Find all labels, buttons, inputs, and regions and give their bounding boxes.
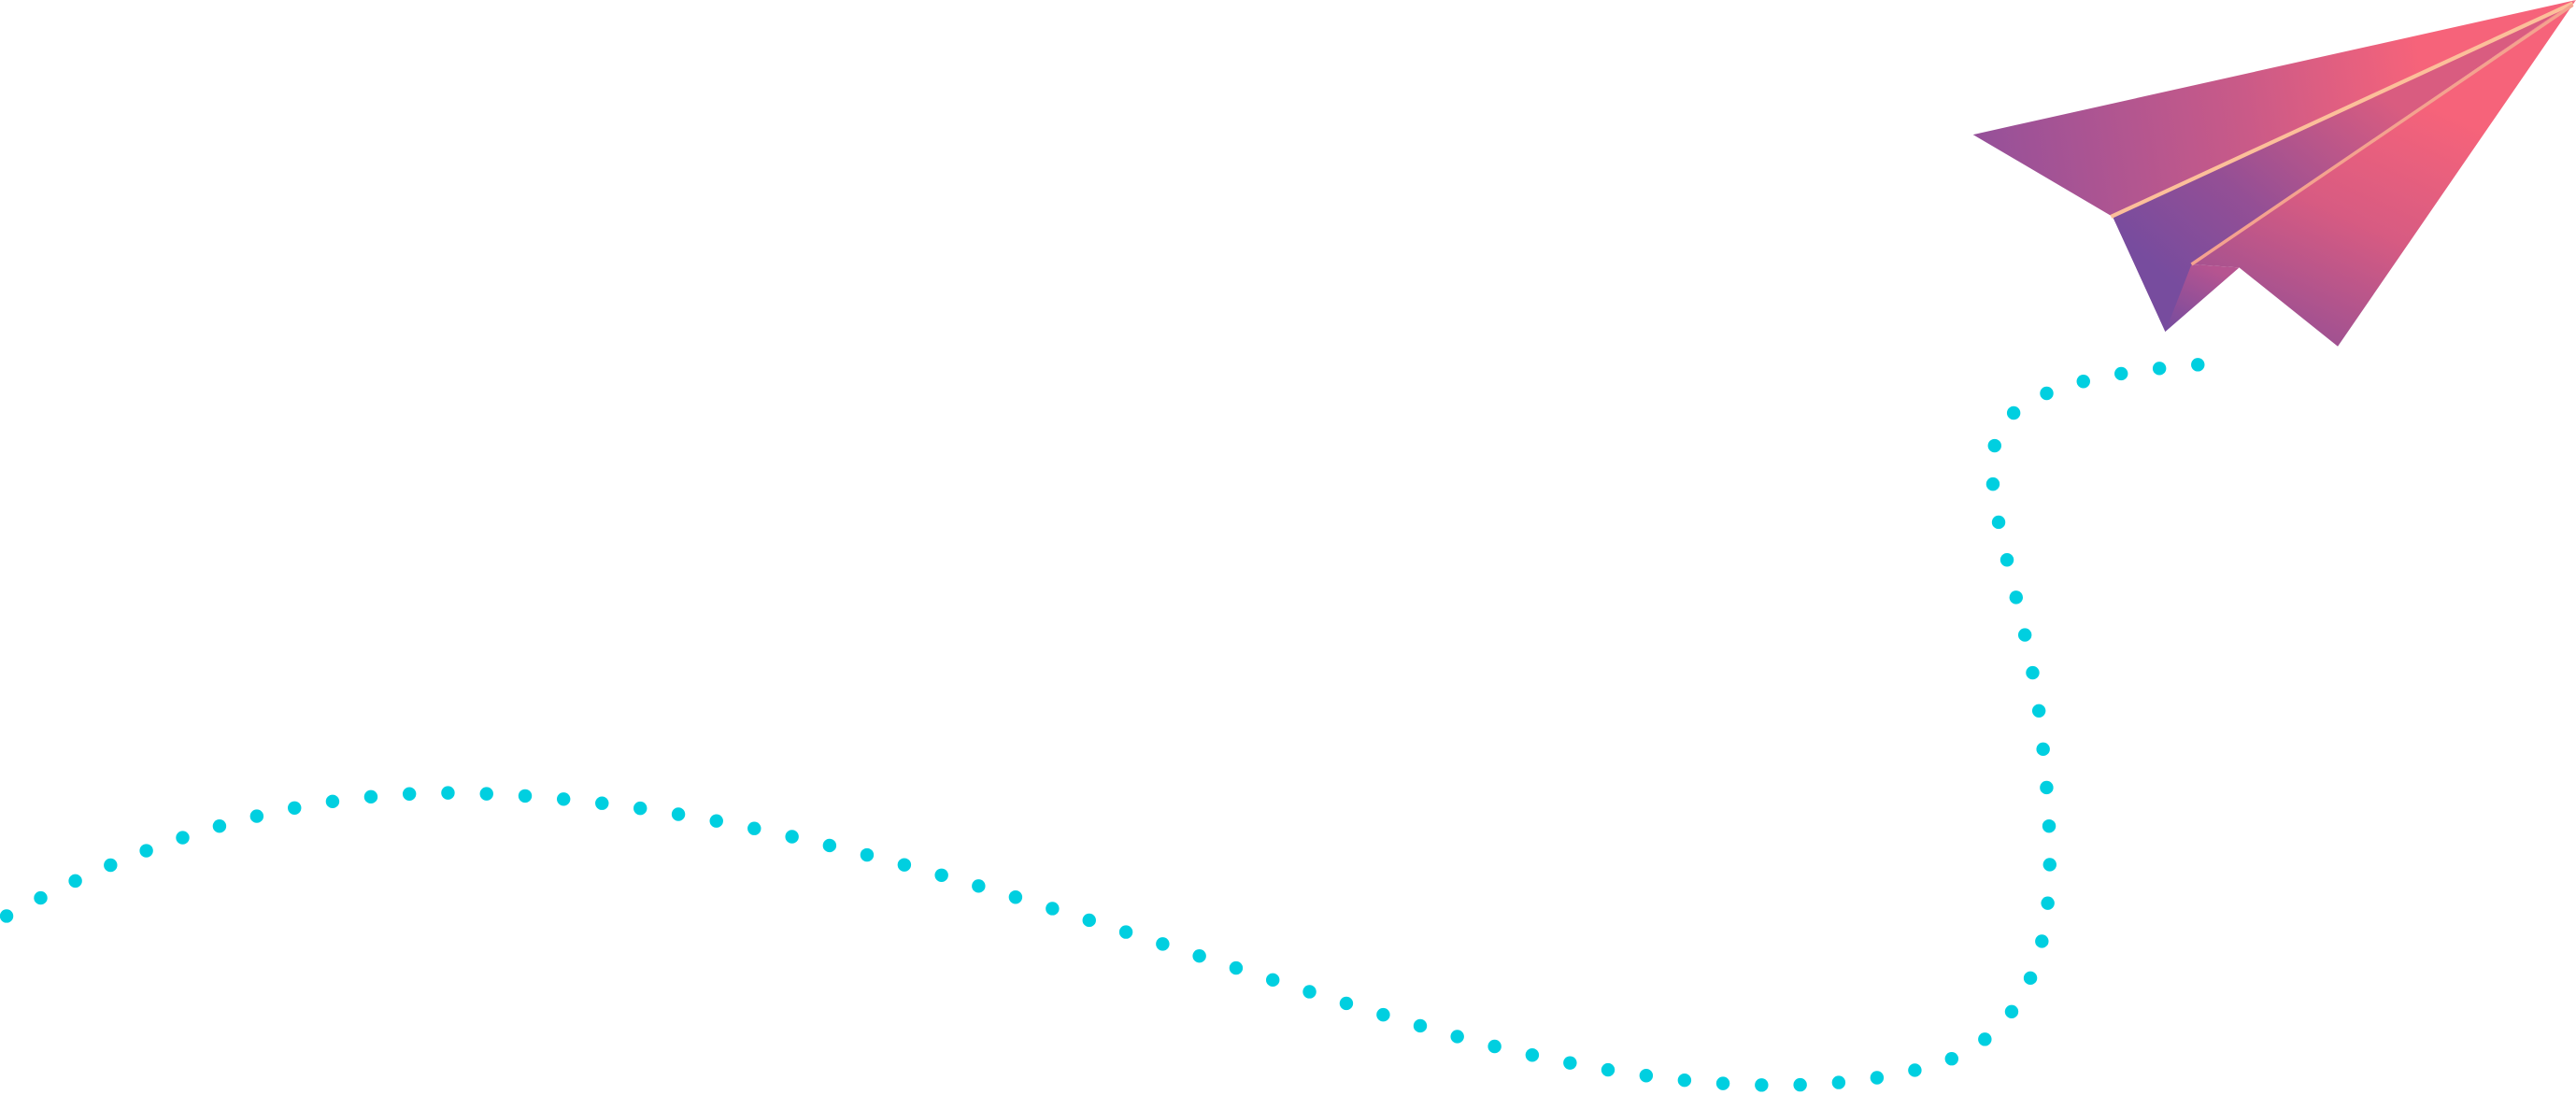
trail-dot	[1082, 913, 1096, 928]
trail-dot	[325, 794, 340, 809]
trail-dot	[176, 831, 190, 845]
trail-dot	[1118, 925, 1133, 939]
trail-dot	[860, 847, 875, 862]
trail-dot	[363, 789, 378, 804]
trail-dot	[2036, 742, 2050, 757]
trail-dot	[518, 789, 533, 803]
plane-right-wing	[2191, 0, 2576, 347]
trail-dot	[1677, 1073, 1692, 1088]
trail-dot	[2191, 358, 2205, 372]
plane-crease-inner	[2190, 3, 2574, 266]
trail-dot	[1870, 1071, 1885, 1085]
dotted-trail	[0, 358, 2205, 1092]
trail-dot	[1229, 960, 1244, 975]
trail-dot	[934, 868, 948, 882]
trail-dot	[2035, 934, 2049, 948]
trail-dot	[1944, 1052, 1959, 1066]
trail-dot	[2152, 362, 2167, 376]
trail-dot	[2023, 971, 2038, 986]
trail-dot	[1563, 1056, 1577, 1070]
trail-dot	[2042, 858, 2057, 872]
trail-dot	[1376, 1007, 1390, 1022]
trail-dot	[34, 890, 48, 905]
trail-dot	[556, 792, 571, 806]
trail-dot	[1413, 1018, 1428, 1033]
trail-dot	[972, 879, 986, 893]
trail-dot	[709, 814, 723, 828]
trail-dot	[104, 858, 118, 873]
trail-dot	[1339, 996, 1354, 1011]
flight-trail-path	[7, 363, 2219, 1085]
trail-dot	[2006, 405, 2021, 420]
trail-dot	[1987, 438, 2001, 453]
trail-dot	[1302, 985, 1316, 999]
trail-dot	[2017, 628, 2032, 642]
trail-dot	[1487, 1039, 1501, 1054]
trail-dot	[785, 830, 799, 844]
trail-dot	[2031, 704, 2046, 718]
trail-dot	[1450, 1030, 1464, 1044]
trail-dot	[1755, 1078, 1769, 1092]
trail-dot	[1991, 515, 2006, 530]
paper-plane-icon	[1972, 0, 2576, 347]
trail-dot	[402, 787, 417, 801]
plane-crease-main	[2110, 1, 2574, 219]
trail-dot	[822, 838, 837, 853]
trail-dot	[0, 909, 14, 923]
trail-dot	[1978, 1032, 1992, 1046]
trail-dot	[2076, 375, 2090, 389]
trail-dot	[139, 844, 153, 858]
trail-dot	[1908, 1063, 1922, 1077]
trail-dot	[1008, 890, 1023, 904]
trail-dot	[2026, 665, 2040, 680]
plane-left-wing	[1972, 0, 2576, 217]
trail-dot	[747, 821, 761, 835]
trail-dot	[2040, 386, 2054, 401]
plane-body-fold	[2113, 0, 2576, 332]
trail-dot	[68, 874, 82, 889]
trail-dot	[212, 819, 227, 833]
trail-dot	[249, 809, 264, 823]
trail-dot	[1639, 1069, 1654, 1083]
trail-dot	[1715, 1076, 1730, 1090]
trail-dot	[2000, 553, 2014, 567]
trail-dot	[1192, 949, 1206, 963]
trail-dot	[2009, 590, 2023, 604]
trail-dot	[671, 807, 686, 821]
trail-dot	[897, 858, 912, 872]
trail-dot	[1525, 1048, 1540, 1062]
trail-dot	[1156, 937, 1170, 951]
trail-dot	[441, 786, 455, 800]
trail-dot	[2114, 366, 2128, 381]
trail-dot	[1985, 476, 2000, 491]
trail-dot	[1046, 902, 1060, 916]
trail-dot	[633, 801, 648, 816]
trail-dot	[595, 796, 609, 810]
trail-dot	[1265, 973, 1280, 988]
trail-dot	[1793, 1077, 1807, 1092]
trail-dot	[287, 801, 302, 815]
trail-dot	[1831, 1075, 1846, 1089]
trail-dot	[1601, 1062, 1615, 1077]
trail-dot	[479, 787, 493, 801]
trail-dot	[2041, 896, 2055, 910]
trail-dot	[2004, 1004, 2019, 1018]
trail-dot	[2042, 818, 2057, 833]
trail-dot	[2040, 780, 2054, 795]
